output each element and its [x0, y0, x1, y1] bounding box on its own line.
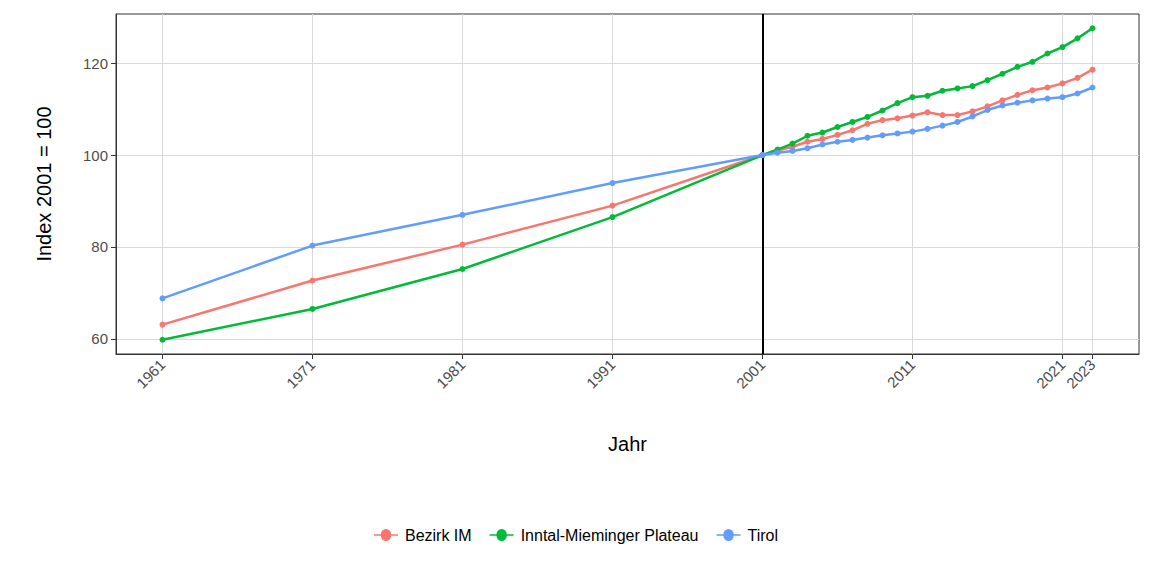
svg-text:60: 60 [91, 330, 108, 347]
svg-text:100: 100 [83, 147, 108, 164]
svg-text:1961: 1961 [133, 356, 169, 392]
svg-text:80: 80 [91, 238, 108, 255]
svg-text:2023: 2023 [1063, 356, 1099, 392]
svg-text:1971: 1971 [283, 356, 319, 392]
svg-text:2021: 2021 [1033, 356, 1069, 392]
svg-text:Bezirk IM: Bezirk IM [405, 527, 472, 544]
svg-text:Jahr: Jahr [608, 433, 647, 455]
svg-text:1981: 1981 [433, 356, 469, 392]
svg-text:2001: 2001 [733, 356, 769, 392]
svg-text:Tirol: Tirol [748, 527, 779, 544]
svg-text:2011: 2011 [884, 356, 919, 391]
svg-text:120: 120 [83, 55, 108, 72]
svg-text:Inntal-Mieminger Plateau: Inntal-Mieminger Plateau [521, 527, 699, 544]
svg-text:Index 2001 = 100: Index 2001 = 100 [33, 106, 55, 261]
svg-text:1991: 1991 [583, 356, 619, 392]
